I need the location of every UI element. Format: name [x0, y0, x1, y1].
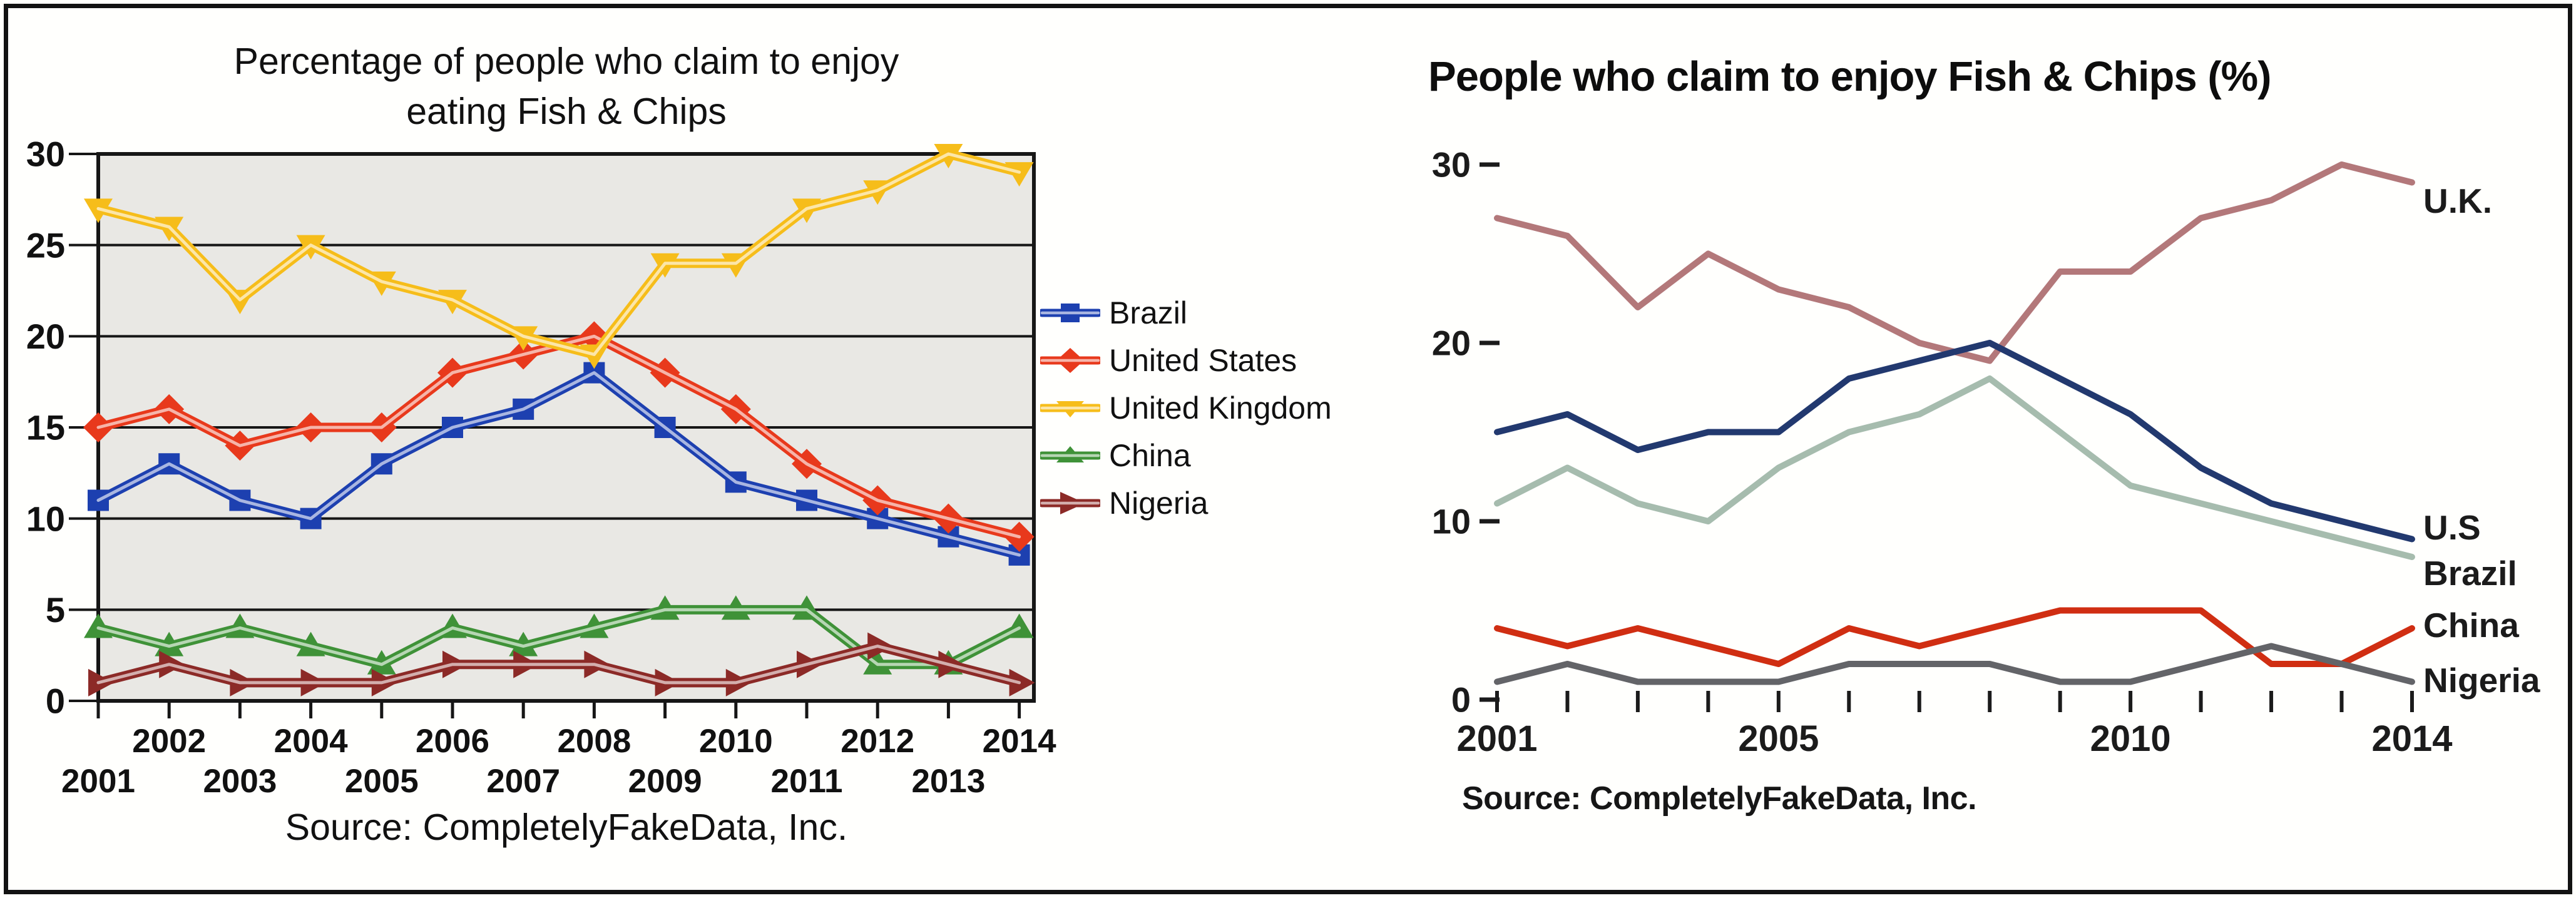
series-line-highlight-brazil — [96, 371, 1021, 557]
legend-label: Nigeria — [1109, 486, 1209, 521]
right-chart-source: Source: CompletelyFakeData, Inc. — [1462, 780, 1977, 817]
x-axis-label-2008: 2008 — [557, 723, 631, 760]
y-axis-label-0: 0 — [46, 681, 65, 721]
series-united-kingdom — [84, 144, 1034, 369]
x-axis-label-2014: 2014 — [983, 723, 1056, 760]
united-kingdom-point-2014 — [1004, 162, 1034, 187]
series-line-highlight-united-kingdom — [96, 152, 1021, 356]
x-axis-label-2010: 2010 — [699, 723, 773, 760]
legend-label: United Kingdom — [1109, 390, 1332, 426]
china-point-2012 — [863, 650, 892, 675]
legend-label: United States — [1109, 343, 1297, 378]
series-nigeria — [88, 632, 1035, 696]
x-axis-label-2003: 2003 — [203, 763, 277, 800]
united-kingdom-point-2004 — [296, 235, 325, 260]
y-axis-label-10: 10 — [26, 499, 65, 538]
y-axis-label-10: 10 — [1432, 502, 1471, 541]
y-axis-label-15: 15 — [26, 408, 65, 447]
china-point-2002 — [155, 631, 184, 656]
series-china — [84, 595, 1034, 675]
line-end-label-nigeria: Nigeria — [2423, 661, 2540, 700]
legend-label: Brazil — [1109, 295, 1188, 330]
y-axis-label-30: 30 — [26, 135, 65, 174]
china-point-2007 — [509, 631, 538, 656]
x-axis-label-2013: 2013 — [911, 763, 985, 800]
series-line-china — [1494, 607, 2415, 667]
series-line-brazil — [1494, 375, 2415, 560]
legend-item-brazil: Brazil — [1040, 289, 1332, 337]
china-point-2010 — [721, 595, 750, 620]
series-line-nigeria — [1494, 643, 2415, 685]
left-chart-plot: 30 25 20 15 10 5 0 2001200220032004200520062007… — [26, 135, 1056, 800]
y-axis-label-5: 5 — [46, 590, 65, 630]
china-point-2009 — [650, 595, 680, 620]
y-axis-label-30: 30 — [1432, 145, 1471, 185]
x-axis-label-2001: 2001 — [61, 763, 135, 800]
china-point-2004 — [296, 631, 325, 656]
x-axis-label-2014: 2014 — [2371, 718, 2452, 759]
x-axis-label-2006: 2006 — [416, 723, 489, 760]
china-point-2001 — [84, 613, 113, 638]
series-line-u-s — [1494, 340, 2415, 543]
x-axis-label-2011: 2011 — [771, 763, 843, 800]
united-kingdom-point-2008 — [580, 344, 609, 369]
left-chart-title: Percentage of people who claim to enjoy … — [38, 36, 1095, 136]
left-chart-title-line2: eating Fish & Chips — [406, 91, 727, 133]
x-axis-label-2005: 2005 — [345, 763, 419, 800]
x-axis-label-2010: 2010 — [2090, 718, 2171, 759]
y-axis-label-25: 25 — [26, 225, 65, 265]
legend-item-nigeria: Nigeria — [1040, 479, 1332, 527]
united-kingdom-point-2001 — [84, 198, 113, 223]
y-axis-label-20: 20 — [26, 317, 65, 356]
y-axis-label-0: 0 — [1451, 680, 1471, 720]
series-brazil — [88, 362, 1030, 566]
united-kingdom-point-2013 — [934, 144, 963, 168]
y-axis-label-20: 20 — [1432, 324, 1471, 363]
china-series-marker-icon — [1040, 446, 1100, 462]
united-states-series-marker-icon — [1040, 348, 1100, 373]
x-axis-label-2004: 2004 — [274, 723, 348, 760]
nigeria-series-marker-icon — [1040, 492, 1100, 514]
x-axis-label-2001: 2001 — [1456, 718, 1537, 759]
x-axis-label-2002: 2002 — [132, 723, 206, 760]
series-line-u-k — [1494, 161, 2415, 364]
united-kingdom-point-2006 — [438, 290, 467, 315]
united-kingdom-series-marker-icon — [1040, 401, 1100, 417]
line-end-label-brazil: Brazil — [2423, 554, 2517, 593]
x-axis-label-2012: 2012 — [841, 723, 914, 760]
legend-item-united-kingdom: United Kingdom — [1040, 384, 1332, 432]
left-chart-source: Source: CompletelyFakeData, Inc. — [285, 807, 848, 848]
legend: Brazil United States United Kingdom China Ni… — [1040, 289, 1332, 527]
series-line-highlight-china — [96, 608, 1021, 666]
legend-label: China — [1109, 438, 1191, 473]
left-chart-title-line1: Percentage of people who claim to enjoy — [233, 41, 899, 82]
line-end-label-china: China — [2423, 606, 2519, 645]
series-line-highlight-nigeria — [96, 645, 1021, 685]
nigeria-point-2014 — [1009, 668, 1035, 696]
x-axis-label-2007: 2007 — [486, 763, 560, 800]
legend-item-china: China — [1040, 432, 1332, 479]
x-axis-label-2005: 2005 — [1738, 718, 1819, 759]
china-point-2008 — [580, 613, 609, 638]
right-chart-title: People who claim to enjoy Fish & Chips (… — [1428, 53, 2272, 100]
line-end-label-u-k: U.K. — [2423, 181, 2492, 220]
united-kingdom-point-2011 — [792, 198, 821, 223]
x-axis-label-2009: 2009 — [628, 763, 702, 800]
china-point-2005 — [367, 650, 396, 675]
legend-item-united-states: United States — [1040, 337, 1332, 384]
line-end-label-u-s: U.S — [2423, 508, 2481, 547]
china-point-2003 — [225, 613, 255, 638]
brazil-series-marker-icon — [1040, 304, 1100, 322]
